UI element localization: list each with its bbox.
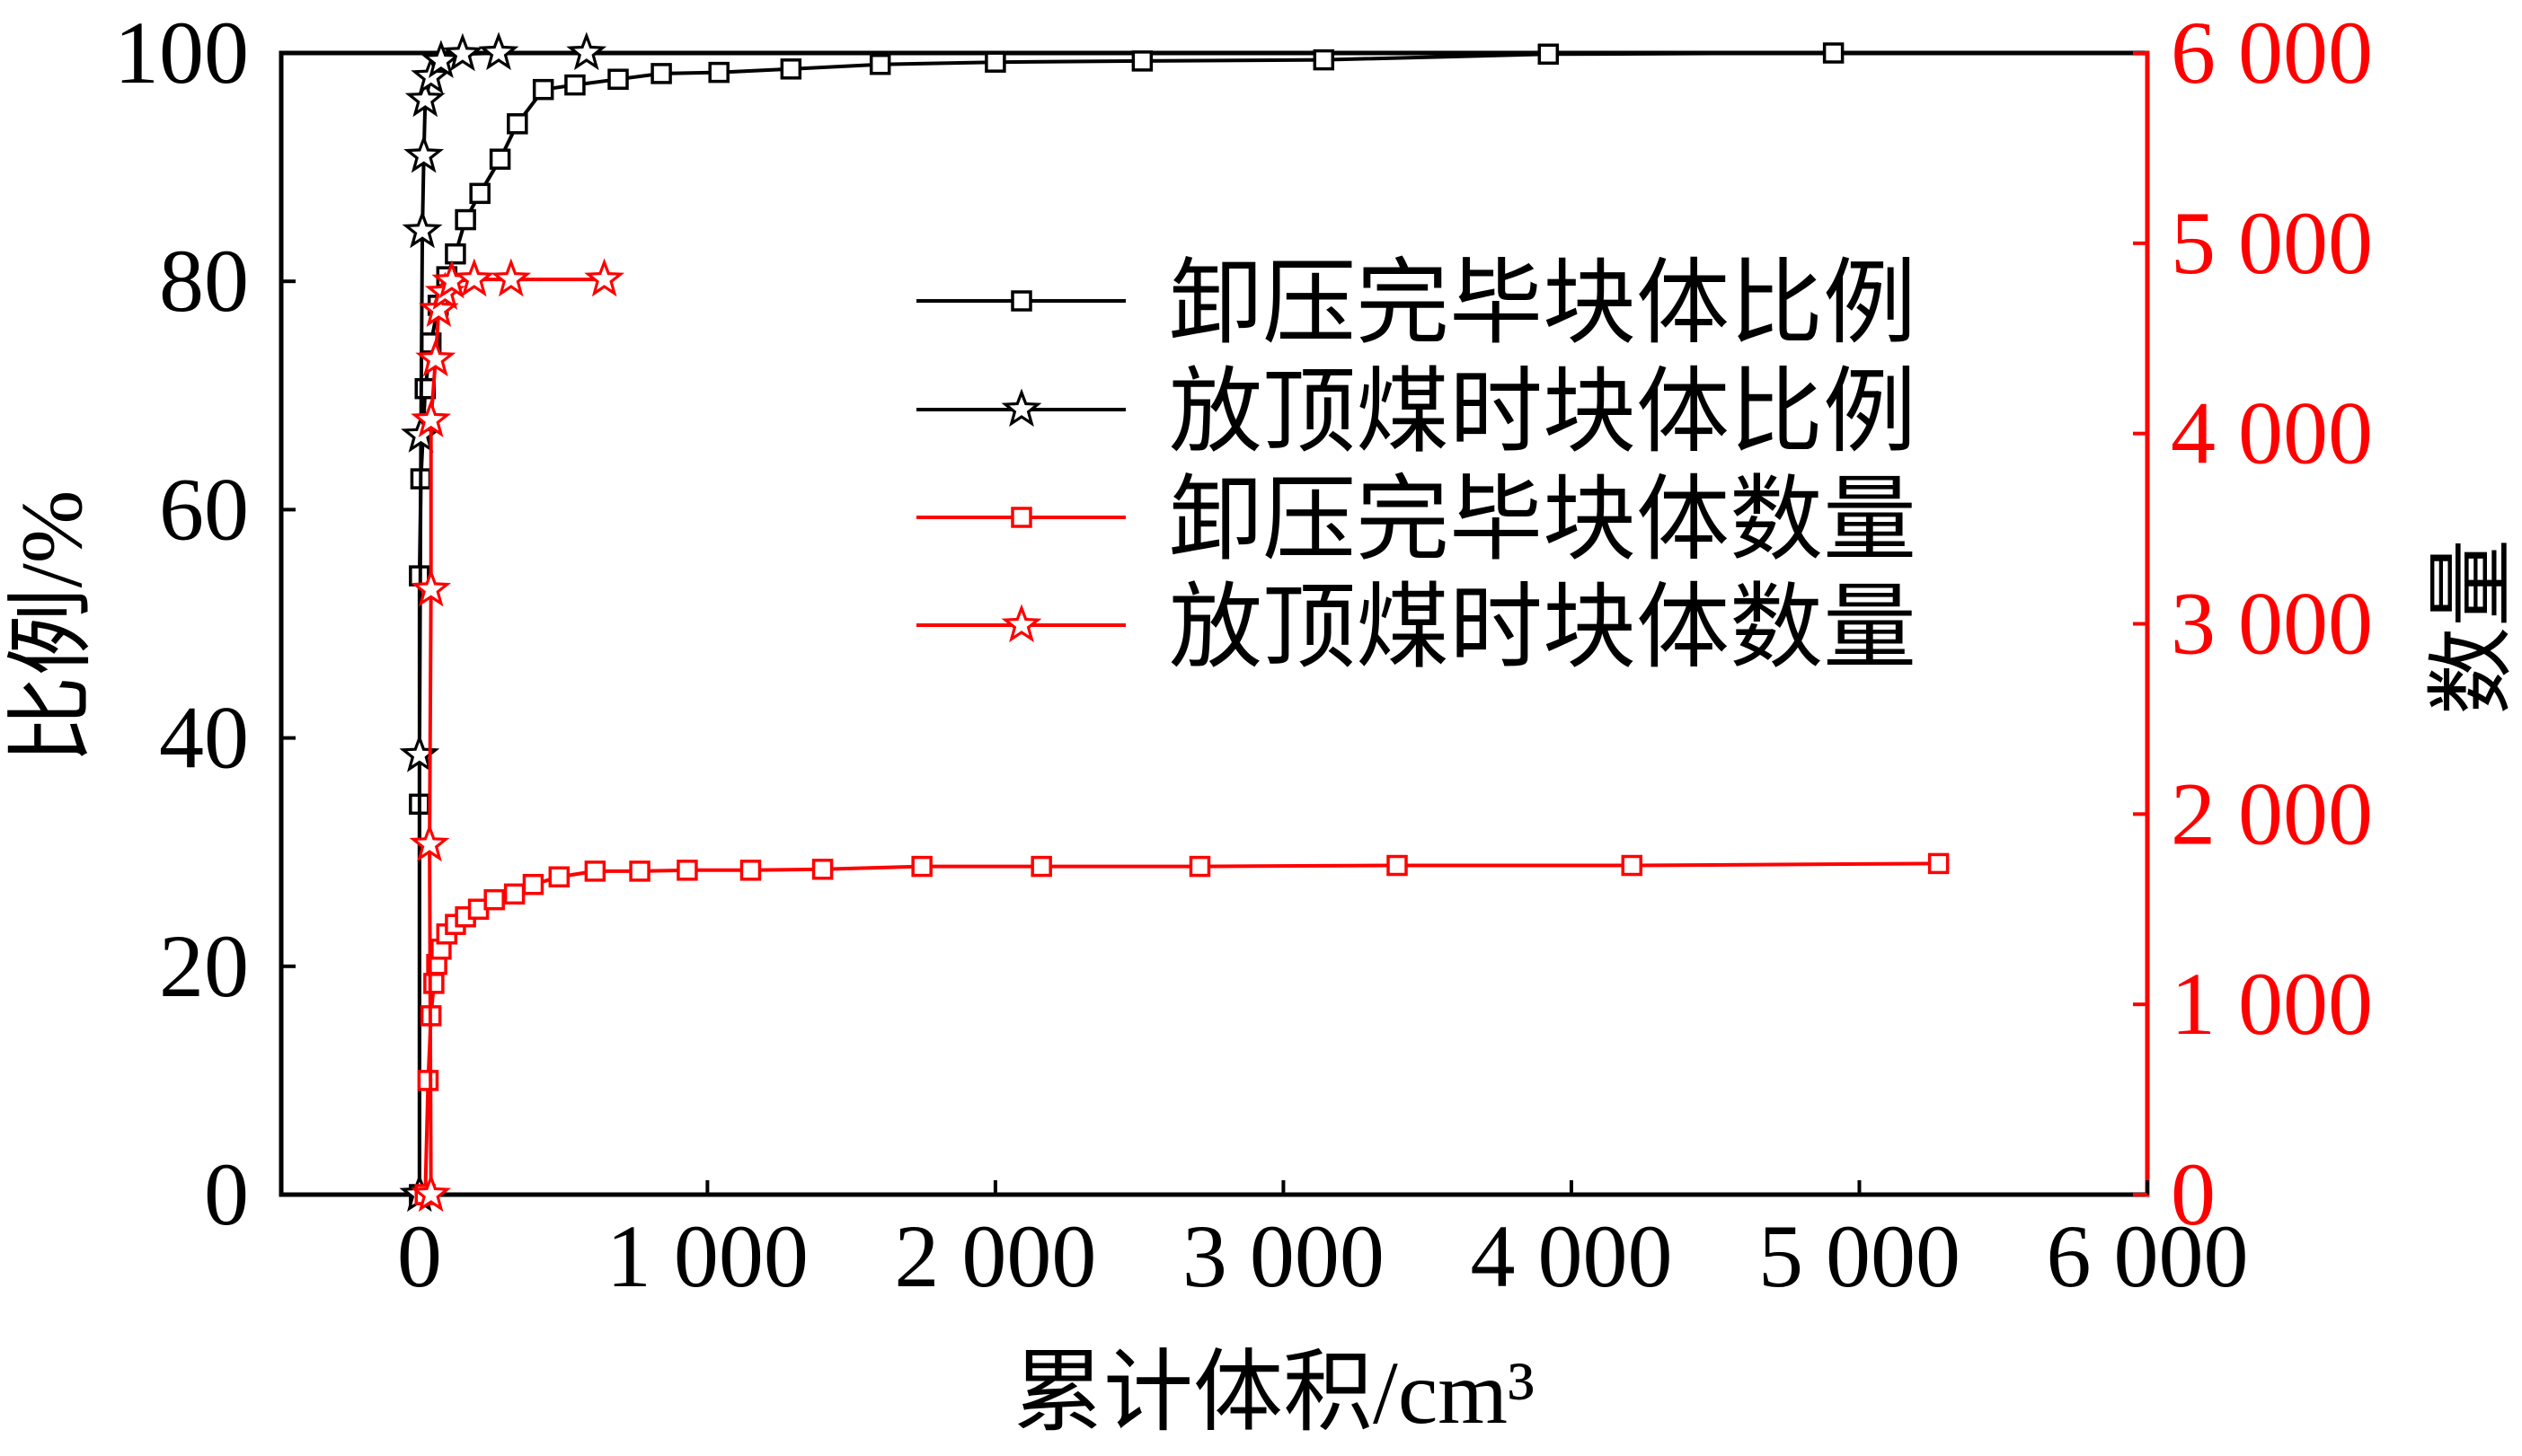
legend-label: 放顶煤时块体比例: [1169, 361, 1916, 464]
series-1-point: [507, 113, 528, 135]
series-2-point: [403, 134, 445, 173]
series-3-point: [584, 860, 606, 882]
series-4-point: [411, 1173, 451, 1213]
series-1-point: [455, 208, 476, 231]
series-3-point: [811, 859, 834, 880]
series-1-point: [532, 78, 554, 101]
series-2-point: [402, 209, 443, 249]
series-3-point: [911, 855, 933, 878]
y-tick-label: 0: [204, 1144, 249, 1244]
y2-tick-label: 0: [2171, 1144, 2216, 1244]
y2-tick-label: 4 000: [2171, 384, 2373, 483]
legend-label: 卸压完毕块体数量: [1169, 469, 1916, 572]
x-tick-label: 5 000: [1758, 1206, 1960, 1306]
y2-tick-label: 2 000: [2171, 763, 2373, 863]
legend-label: 放顶煤时块体数量: [1169, 577, 1916, 680]
y-axis-label: 比例/%: [4, 490, 101, 764]
series-3-point: [1031, 855, 1052, 878]
y-tick-label: 80: [159, 231, 249, 331]
series-3-point: [503, 883, 526, 905]
series-3-point: [1927, 852, 1950, 875]
series-2-line: [417, 51, 587, 1195]
x-tick-label: 0: [397, 1206, 442, 1306]
series-3-point: [739, 860, 762, 881]
series-4-point: [409, 823, 450, 862]
series-2-point: [566, 31, 607, 71]
series-3: [414, 852, 1950, 1205]
series-1-point: [869, 53, 891, 75]
series-4-point: [415, 338, 456, 377]
y-tick-label: 20: [159, 916, 249, 1016]
series-1-point: [1822, 42, 1845, 64]
series-1-point: [1131, 50, 1154, 72]
legend-entry: 放顶煤时块体比例: [916, 361, 1916, 464]
legend-entry: 卸压完毕块体数量: [916, 469, 1916, 572]
series-1-point: [985, 51, 1006, 73]
x-tick-label: 6 000: [2047, 1206, 2249, 1306]
series-3-point: [522, 873, 544, 896]
series-3-line: [423, 861, 1939, 1196]
x-tick-label: 4 000: [1470, 1206, 1672, 1306]
x-tick-label: 2 000: [894, 1206, 1096, 1306]
series-3-point: [677, 860, 698, 881]
y2-tick-label: 6 000: [2171, 3, 2373, 102]
series-1-point: [708, 61, 730, 84]
series-4-point: [584, 258, 625, 297]
series-1-point: [780, 58, 802, 80]
series-4-point: [411, 399, 452, 437]
x-tick-label: 1 000: [606, 1206, 809, 1306]
legend-marker: [1011, 290, 1032, 312]
y-tick-label: 60: [159, 459, 249, 559]
series-4-point: [411, 568, 452, 607]
series-4: [409, 258, 625, 1213]
series-2-point: [442, 32, 483, 72]
series-3-point: [1621, 854, 1643, 877]
x-tick-label: 3 000: [1182, 1206, 1385, 1306]
series-1-point: [1313, 49, 1335, 71]
y-tick-label: 40: [159, 688, 249, 788]
series-2-point: [404, 78, 446, 118]
series-1-point: [489, 148, 511, 170]
legend-marker: [1011, 507, 1032, 528]
y2-tick-label: 1 000: [2171, 954, 2373, 1054]
series-3-point: [1189, 855, 1211, 878]
legend-entry: 放顶煤时块体数量: [916, 577, 1916, 680]
y-tick-label: 100: [114, 3, 249, 102]
series-1-point: [1537, 43, 1560, 66]
series-1-point: [650, 63, 672, 84]
series-1-point: [445, 243, 466, 265]
series-3-point: [483, 888, 505, 911]
series-2: [399, 31, 607, 1213]
series-1-point: [564, 74, 586, 96]
series-1-point: [469, 182, 491, 205]
series-1-point: [607, 68, 629, 90]
legend-entry: 卸压完毕块体比例: [916, 252, 1916, 356]
series-4-point: [491, 258, 532, 297]
series-3-point: [423, 973, 445, 994]
legend-label: 卸压完毕块体比例: [1169, 252, 1916, 356]
series-4-point: [454, 258, 495, 297]
legend-marker: [1001, 388, 1042, 428]
series-3-point: [548, 866, 571, 887]
legend-marker: [1001, 604, 1042, 643]
y2-tick-label: 5 000: [2171, 193, 2373, 293]
y2-tick-label: 3 000: [2171, 574, 2373, 674]
series-3-point: [629, 860, 650, 882]
y2-axis-label: 数量: [2424, 539, 2521, 715]
series-layer: [399, 31, 1950, 1213]
series-3-point: [417, 1070, 439, 1091]
series-4-line: [428, 278, 605, 1196]
series-2-point: [478, 31, 519, 71]
series-3-point: [1386, 854, 1408, 877]
x-axis-label: 累计体积/cm³: [1013, 1343, 1535, 1443]
